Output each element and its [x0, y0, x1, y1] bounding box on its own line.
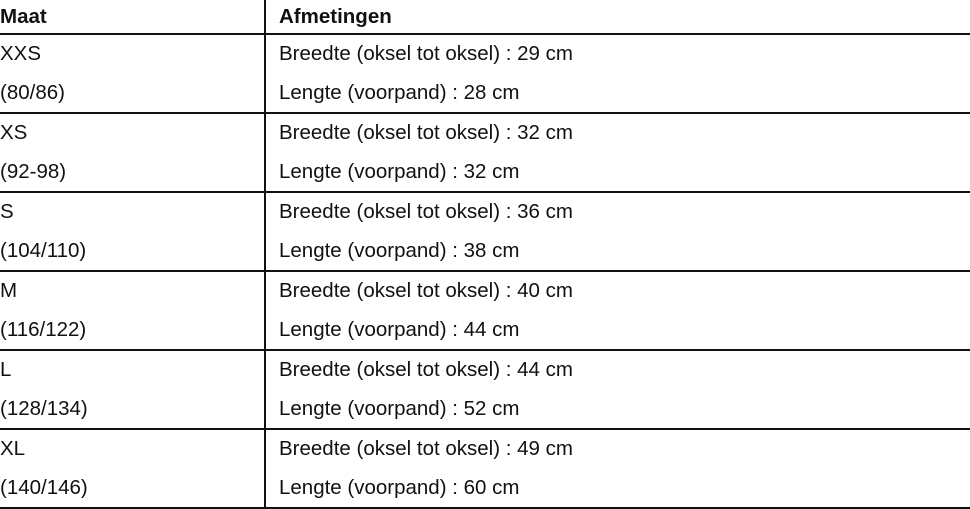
size-label: L — [0, 358, 12, 381]
size-range: (80/86) — [0, 80, 65, 104]
size-label: XXS — [0, 42, 42, 65]
width-measurement: Breedte (oksel tot oksel) : 36 cm — [279, 200, 573, 223]
width-measurement: Breedte (oksel tot oksel) : 29 cm — [279, 42, 573, 65]
table-row: XS (92-98) Breedte (oksel tot oksel) : 32 … — [0, 113, 970, 193]
width-measurement: Breedte (oksel tot oksel) : 32 cm — [279, 121, 573, 144]
table-row: XL (140/146) Breedte (oksel tot oksel) : 4… — [0, 429, 970, 509]
measurements-cell: Breedte (oksel tot oksel) : 44 cm Lengte … — [264, 350, 970, 430]
length-measurement: Lengte (voorpand) : 60 cm — [279, 475, 520, 499]
table-row: L (128/134) Breedte (oksel tot oksel) : 44… — [0, 350, 970, 430]
measurements-cell: Breedte (oksel tot oksel) : 40 cm Lengte … — [264, 271, 970, 351]
size-range: (116/122) — [0, 317, 87, 341]
length-measurement: Lengte (voorpand) : 28 cm — [279, 80, 520, 104]
table-row: S (104/110) Breedte (oksel tot oksel) : 36… — [0, 192, 970, 272]
width-measurement: Breedte (oksel tot oksel) : 44 cm — [279, 358, 573, 381]
size-cell: S (104/110) — [0, 192, 265, 272]
measurements-cell: Breedte (oksel tot oksel) : 32 cm Lengte … — [264, 113, 970, 193]
size-label: XL — [0, 437, 26, 460]
length-measurement: Lengte (voorpand) : 52 cm — [279, 396, 520, 420]
table-row: XXS (80/86) Breedte (oksel tot oksel) : 29… — [0, 34, 970, 114]
size-label: S — [0, 200, 14, 223]
length-measurement: Lengte (voorpand) : 38 cm — [279, 238, 520, 262]
size-range: (104/110) — [0, 238, 87, 262]
header-row: Maat Afmetingen — [0, 0, 970, 35]
size-label: M — [0, 279, 18, 302]
measurements-cell: Breedte (oksel tot oksel) : 49 cm Lengte … — [264, 429, 970, 509]
size-cell: XXS (80/86) — [0, 34, 265, 114]
length-measurement: Lengte (voorpand) : 32 cm — [279, 159, 520, 183]
length-measurement: Lengte (voorpand) : 44 cm — [279, 317, 520, 341]
measurements-cell: Breedte (oksel tot oksel) : 29 cm Lengte … — [264, 34, 970, 114]
size-range: (140/146) — [0, 475, 88, 499]
size-cell: XS (92-98) — [0, 113, 265, 193]
measurements-cell: Breedte (oksel tot oksel) : 36 cm Lengte … — [264, 192, 970, 272]
size-cell: XL (140/146) — [0, 429, 265, 509]
width-measurement: Breedte (oksel tot oksel) : 40 cm — [279, 279, 573, 302]
size-cell: L (128/134) — [0, 350, 265, 430]
size-label: XS — [0, 121, 28, 144]
size-range: (128/134) — [0, 396, 88, 420]
size-cell: M (116/122) — [0, 271, 265, 351]
header-afmetingen: Afmetingen — [264, 0, 970, 35]
width-measurement: Breedte (oksel tot oksel) : 49 cm — [279, 437, 573, 460]
header-maat: Maat — [0, 0, 265, 35]
size-range: (92-98) — [0, 159, 67, 183]
table-row: M (116/122) Breedte (oksel tot oksel) : 40… — [0, 271, 970, 351]
